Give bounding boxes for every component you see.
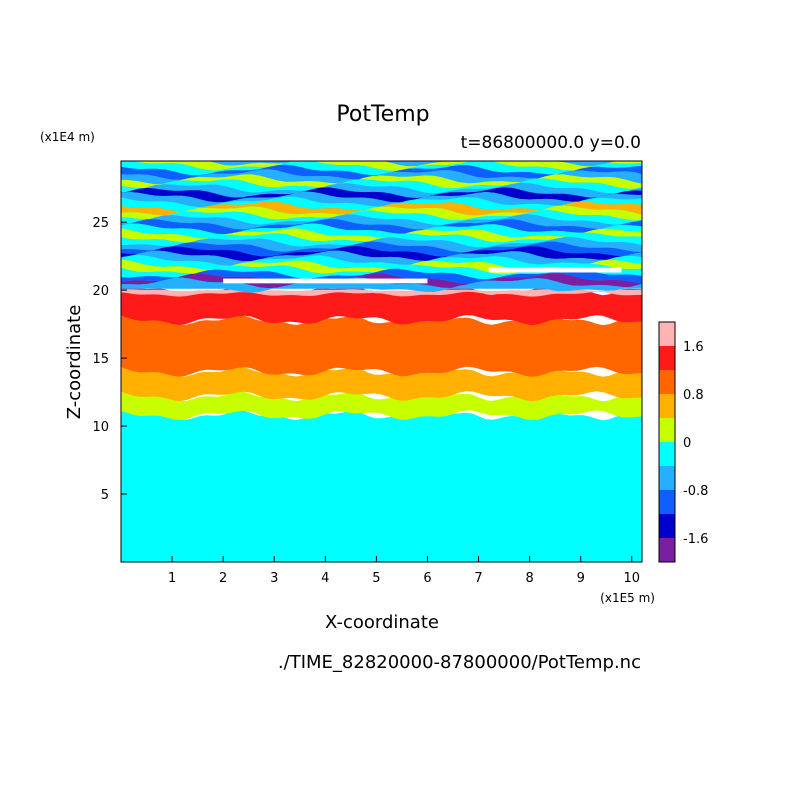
colorbar-swatch [659, 322, 675, 346]
colorbar-swatch [659, 514, 675, 538]
colorbar-swatch [659, 346, 675, 370]
contour-layer [121, 214, 642, 230]
contour-layer [121, 218, 642, 235]
contour-layer [121, 169, 642, 185]
contour-layer [121, 161, 642, 176]
contour-layer [121, 201, 642, 216]
contour-layer [121, 277, 642, 293]
colorbar-frame [658, 321, 676, 563]
x-tick-label: 8 [525, 571, 533, 586]
contour-layer [121, 268, 642, 284]
x-scale-label: (x1E5 m) [600, 591, 655, 605]
contour-layer [121, 187, 642, 203]
contour-layer [121, 182, 642, 198]
contour-layer [121, 254, 642, 270]
contour-layer [121, 241, 642, 257]
colorbar: 1.6 0.8 0 -0.8 -1.6 [658, 321, 708, 563]
contour-layer [121, 223, 642, 239]
footer-path: ./TIME_82820000-87800000/PotTemp.nc [278, 652, 641, 673]
plot-area [121, 161, 642, 562]
colorbar-tick-label: 1.6 [683, 340, 704, 355]
x-tick-label: 7 [474, 571, 482, 586]
colorbar-tick-label: -0.8 [683, 484, 708, 499]
contour-layer [121, 232, 642, 248]
colorbar-swatch [659, 370, 675, 394]
contour-layer [121, 174, 642, 189]
colorbar-swatch [659, 442, 675, 466]
colorbar-swatch [659, 466, 675, 490]
x-tick-label: 4 [321, 571, 329, 586]
y-scale-label: (x1E4 m) [40, 130, 95, 144]
contour-layer [121, 178, 642, 194]
contour-layer [223, 278, 428, 284]
x-tick-label: 3 [270, 571, 278, 586]
y-tick-label: 15 [92, 352, 109, 367]
contour-layer [121, 209, 642, 225]
x-tick-label: 10 [624, 571, 641, 586]
y-tick-label: 25 [92, 216, 109, 231]
contour-layer [121, 196, 642, 212]
axes: 1 2 3 4 5 6 7 8 9 10 5 10 15 20 25 [92, 160, 643, 586]
x-tick-label: 9 [577, 571, 585, 586]
y-tick-label: 5 [101, 488, 109, 503]
contour-layer [121, 237, 642, 253]
contour-layer [121, 191, 642, 208]
x-tick-label: 2 [219, 571, 227, 586]
contour-layer [121, 164, 642, 180]
contour-layer [121, 161, 642, 171]
colorbar-tick-label: 0.8 [683, 388, 704, 403]
contour-layer [121, 228, 642, 243]
colorbar-swatch [659, 490, 675, 514]
contour-layer [121, 250, 642, 266]
contour-layer [121, 410, 642, 562]
colorbar-swatch [659, 394, 675, 418]
contour-layer [121, 285, 642, 326]
chart-title: PotTemp [336, 102, 429, 127]
colorbar-swatch [659, 418, 675, 442]
y-axis-label: Z-coordinate [64, 305, 85, 420]
chart-subtitle: t=86800000.0 y=0.0 [461, 133, 641, 153]
colorbar-tick-label: -1.6 [683, 532, 708, 547]
plot-frame [120, 160, 643, 563]
contour-layer [121, 245, 642, 262]
y-tick-label: 20 [92, 284, 109, 299]
x-tick-label: 6 [423, 571, 431, 586]
y-tick-label: 10 [92, 420, 109, 435]
contour-layer [121, 366, 642, 402]
contour-layer [121, 391, 642, 421]
x-axis-label: X-coordinate [325, 612, 439, 633]
contour-layer [488, 267, 622, 273]
x-tick-label: 1 [168, 571, 176, 586]
colorbar-swatch [659, 538, 675, 562]
x-tick-label: 5 [372, 571, 380, 586]
contour-layer [121, 315, 642, 377]
contour-layer [121, 205, 642, 221]
colorbar-tick-label: 0 [683, 436, 691, 451]
contour-layer [121, 264, 642, 280]
